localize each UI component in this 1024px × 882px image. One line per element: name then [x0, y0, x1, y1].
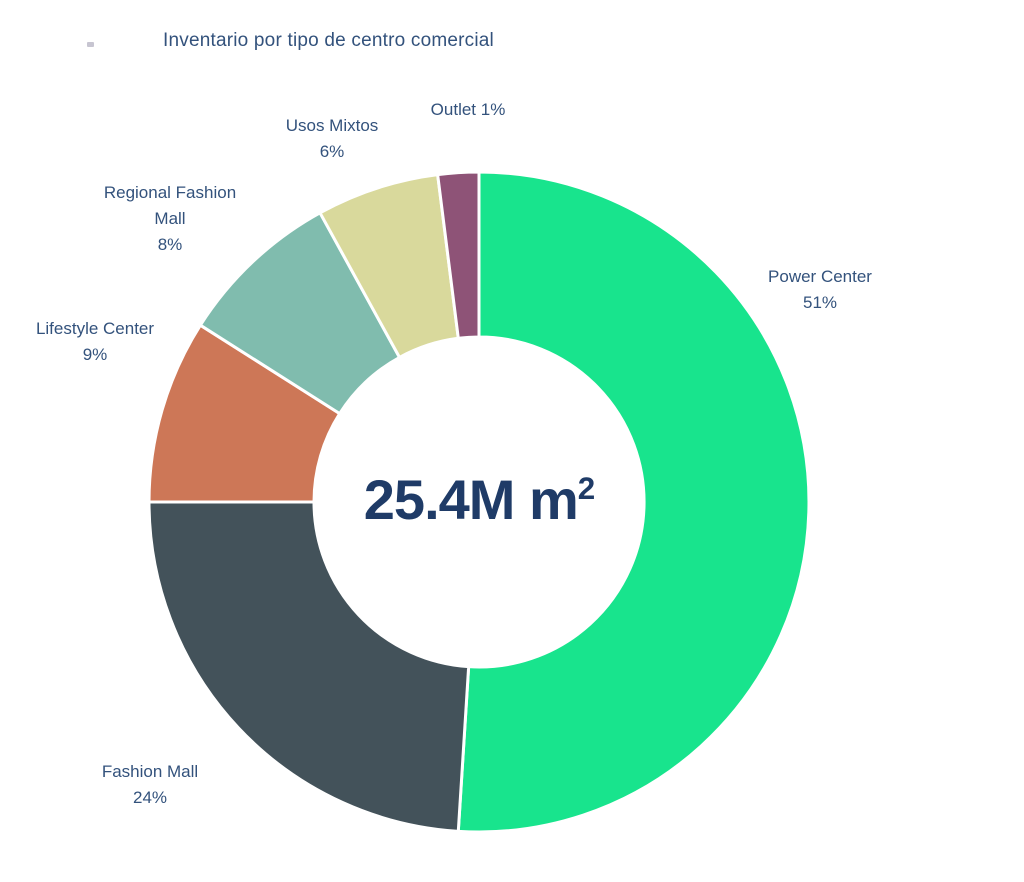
slice-label-usos-mixtos: Usos Mixtos 6%	[285, 116, 379, 161]
donut-center-exponent: 2	[577, 471, 595, 507]
slice-label-power-center: Power Center 51%	[768, 267, 872, 312]
slice-label-lifestyle-center: Lifestyle Center 9%	[35, 319, 155, 364]
stray-legend-marker	[87, 42, 94, 47]
slice-label-outlet: Outlet 1%	[430, 100, 506, 119]
donut-slice-power-center[interactable]	[456, 170, 811, 834]
donut-center-total: 25.4M m2	[363, 467, 595, 532]
donut-slice-outlet[interactable]	[436, 170, 481, 340]
slice-label-fashion-mall: Fashion Mall 24%	[101, 762, 199, 807]
chart-title: Inventario por tipo de centro comercial	[163, 30, 494, 51]
donut-slice-fashion-mall[interactable]	[147, 500, 471, 833]
donut-center-value: 25.4M m	[363, 467, 579, 531]
slice-label-regional-fashion-mall: Regional Fashion Mall 8%	[103, 183, 237, 254]
